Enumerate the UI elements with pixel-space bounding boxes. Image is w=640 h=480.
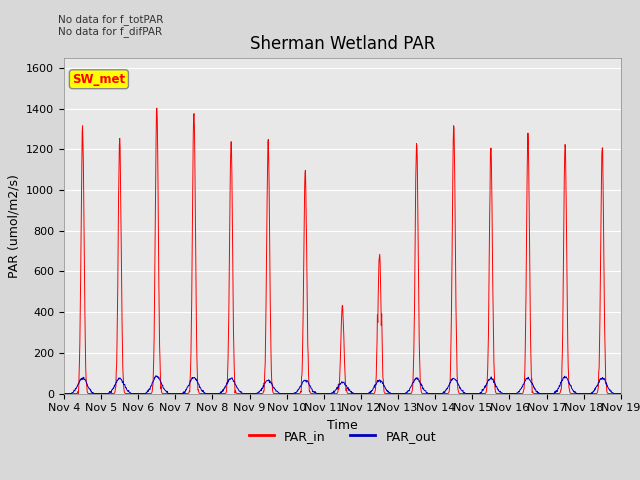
PAR_out [171, 391, 179, 396]
Text: No data for f_totPAR
No data for f_difPAR: No data for f_totPAR No data for f_difPA… [58, 14, 164, 37]
PAR_out [502, 391, 509, 396]
Y-axis label: PAR (umol/m2/s): PAR (umol/m2/s) [8, 174, 20, 277]
Line: PAR_in: PAR_in [64, 108, 621, 394]
Text: SW_met: SW_met [72, 73, 125, 86]
Title: Sherman Wetland PAR: Sherman Wetland PAR [250, 35, 435, 53]
PAR_in [502, 391, 509, 396]
PAR_out [429, 391, 437, 396]
PAR_out [617, 391, 625, 396]
PAR_in [617, 391, 625, 396]
PAR_out [152, 373, 159, 379]
PAR_out [184, 383, 192, 389]
PAR_in [60, 391, 68, 396]
X-axis label: Time: Time [327, 419, 358, 432]
PAR_in [153, 105, 161, 111]
PAR_out [551, 388, 559, 394]
PAR_in [429, 391, 437, 396]
Line: PAR_out: PAR_out [64, 376, 621, 394]
PAR_out [60, 391, 68, 396]
PAR_in [184, 391, 192, 396]
PAR_in [246, 391, 254, 396]
PAR_in [171, 391, 179, 396]
PAR_in [551, 391, 559, 396]
PAR_out [246, 391, 254, 396]
Legend: PAR_in, PAR_out: PAR_in, PAR_out [244, 425, 441, 448]
